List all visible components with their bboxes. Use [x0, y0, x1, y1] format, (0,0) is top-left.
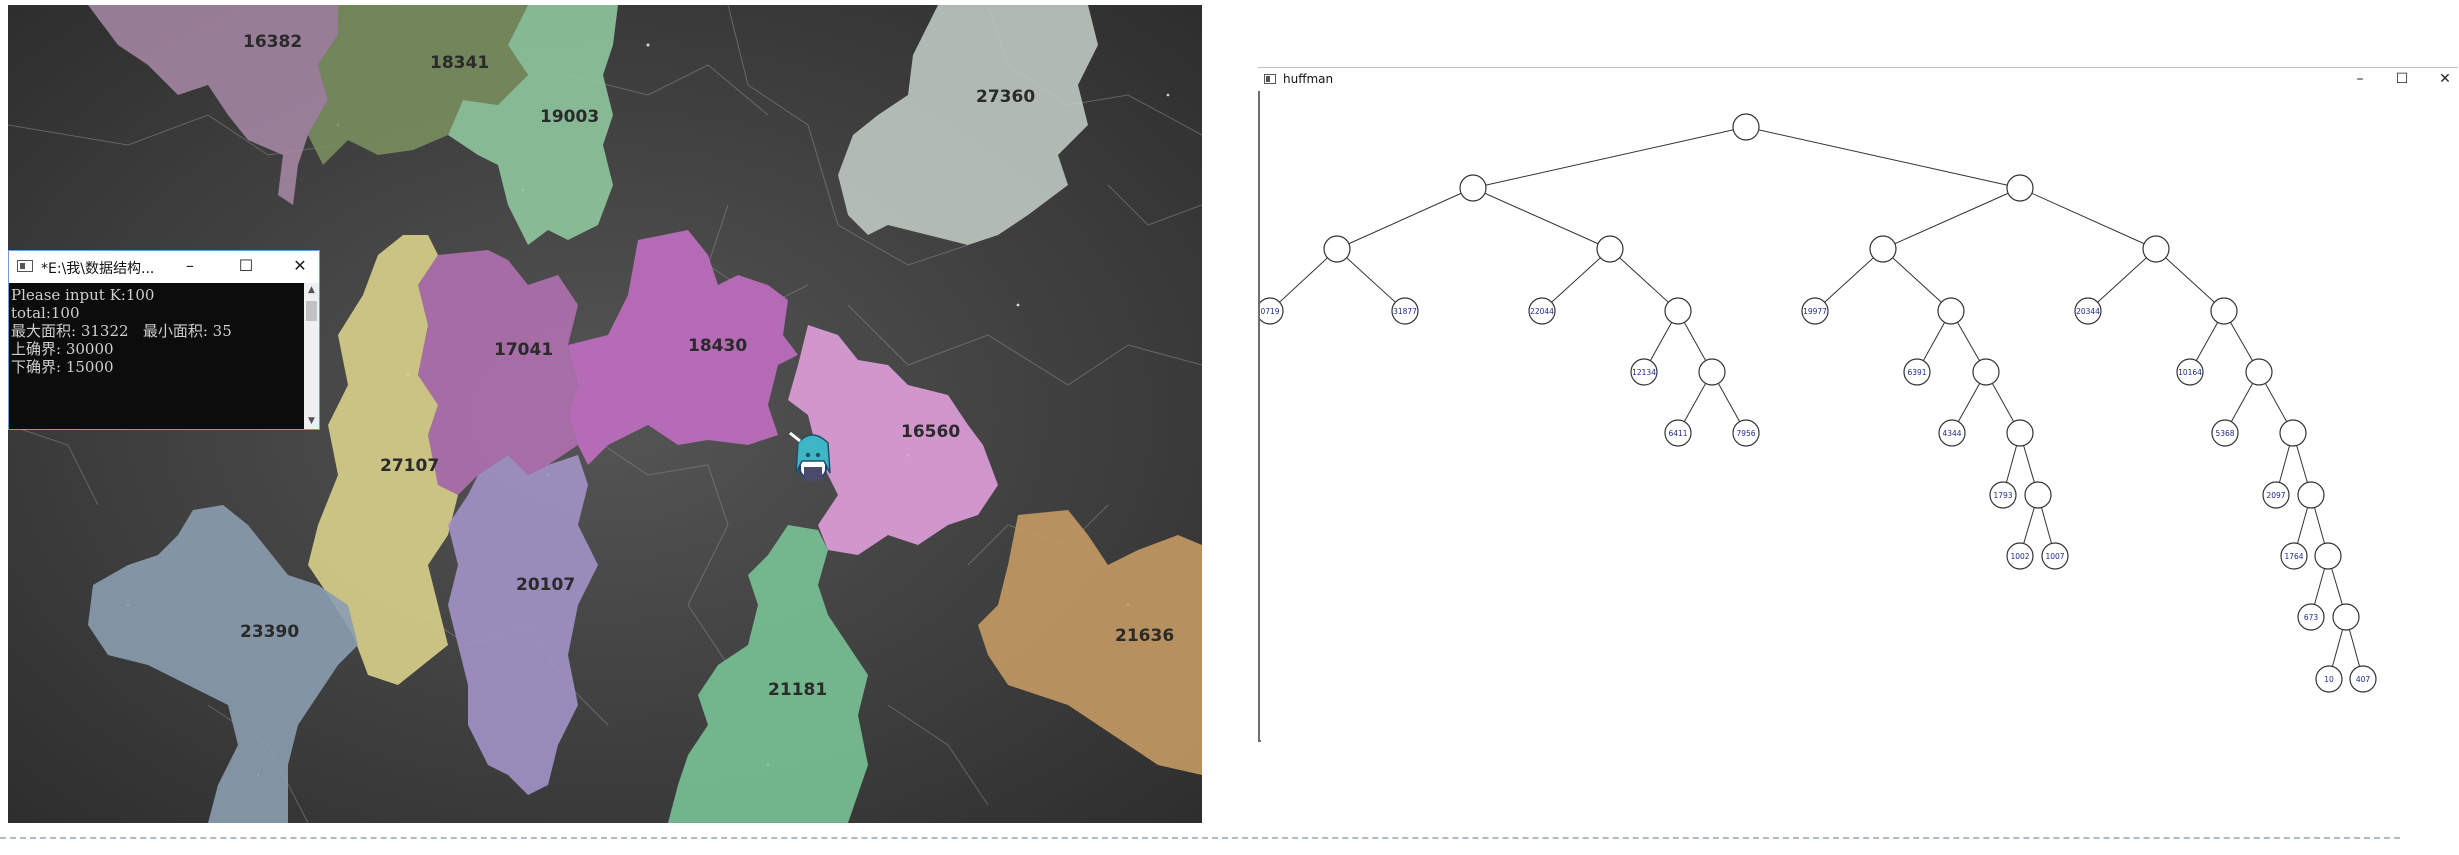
- tree-node: [2297, 481, 2325, 509]
- tree-node: [1323, 235, 1351, 263]
- tree-node: [2314, 542, 2342, 570]
- console-output[interactable]: Please input K:100 total:100 最大面积: 31322…: [9, 283, 305, 429]
- leaf-label: 6391: [1907, 368, 1926, 377]
- leaf-label: 673: [2304, 613, 2319, 622]
- tree-edges: [1269, 126, 2364, 680]
- leaf-label: 1793: [1993, 491, 2012, 500]
- tree-node: [2279, 419, 2307, 447]
- close-button[interactable]: ✕: [2439, 71, 2451, 87]
- region-label-23390: 23390: [240, 622, 299, 642]
- tree-node-root: [1732, 113, 1760, 141]
- region-label-16560: 16560: [901, 422, 960, 442]
- huffman-tree-canvas: 0719 31877 22044 19977 20344 12134 6391 …: [1256, 91, 2458, 742]
- region-label-21636: 21636: [1115, 626, 1174, 646]
- tree-node: [2006, 419, 2034, 447]
- leaf-label: 31877: [1393, 307, 1417, 316]
- minimize-button[interactable]: –: [186, 256, 194, 275]
- huffman-app-icon: [1264, 74, 1276, 84]
- region-21636[interactable]: [978, 510, 1202, 775]
- region-label-19003: 19003: [540, 107, 599, 127]
- console-line: 上确界: 30000: [11, 340, 114, 358]
- leaf-label: 22044: [1530, 307, 1554, 316]
- region-label-27360: 27360: [976, 87, 1035, 107]
- region-label-20107: 20107: [516, 575, 575, 595]
- maximize-button[interactable]: ☐: [238, 256, 254, 275]
- scroll-thumb[interactable]: [306, 301, 317, 321]
- region-map: 16382 18341 19003 27360 17041 18430 1656…: [8, 5, 1202, 823]
- maximize-button[interactable]: ☐: [2395, 71, 2409, 87]
- console-title: *E:\我\数据结构...: [41, 261, 155, 277]
- tree-leaf-nodes: [1256, 297, 2377, 693]
- tree-node: [1698, 358, 1726, 386]
- region-16382[interactable]: [88, 5, 338, 205]
- tree-internal-nodes: [1323, 113, 2360, 631]
- tree-node: [2245, 358, 2273, 386]
- console-app-icon: [17, 260, 33, 272]
- console-window[interactable]: *E:\我\数据结构... – ☐ ✕ Please input K:100 t…: [8, 250, 320, 430]
- scroll-down-arrow-icon[interactable]: ▼: [308, 416, 315, 426]
- tree-node: [1459, 174, 1487, 202]
- leaf-label: 10164: [2178, 368, 2202, 377]
- console-line: 最大面积: 31322 最小面积: 35: [11, 322, 232, 340]
- region-20107[interactable]: [448, 455, 598, 795]
- huffman-window[interactable]: huffman – ☐ ✕: [1256, 67, 2458, 742]
- region-19003[interactable]: [448, 5, 618, 245]
- region-18430[interactable]: [568, 230, 798, 465]
- console-line: 下确界: 15000: [11, 358, 114, 376]
- leaf-label: 5368: [2215, 429, 2234, 438]
- region-21181[interactable]: [668, 525, 868, 823]
- region-label-18430: 18430: [688, 336, 747, 356]
- tree-node: [2142, 235, 2170, 263]
- region-label-21181: 21181: [768, 680, 827, 700]
- character-sprite[interactable]: [789, 431, 831, 481]
- region-16560[interactable]: [788, 325, 998, 555]
- tree-node: [1972, 358, 2000, 386]
- window-edge: [1258, 740, 1261, 742]
- tree-node: [1596, 235, 1624, 263]
- console-line: Please input K:100: [11, 286, 155, 304]
- leaf-label: 407: [2356, 675, 2371, 684]
- map-panel: 16382 18341 19003 27360 17041 18430 1656…: [8, 5, 1202, 823]
- tree-node: [1664, 297, 1692, 325]
- huffman-title: huffman: [1283, 72, 1334, 86]
- tree-node: [1937, 297, 1965, 325]
- leaf-label: 0719: [1260, 307, 1279, 316]
- region-18341[interactable]: [308, 5, 528, 165]
- region-label-18341: 18341: [430, 53, 489, 73]
- region-27107[interactable]: [308, 235, 458, 685]
- tree-node: [2006, 174, 2034, 202]
- dashed-separator: [0, 837, 2400, 839]
- leaf-label: 1764: [2284, 552, 2303, 561]
- close-button[interactable]: ✕: [293, 256, 307, 275]
- leaf-label: 7956: [1736, 429, 1755, 438]
- region-27360[interactable]: [838, 5, 1098, 245]
- console-scrollbar[interactable]: ▲ ▼: [304, 283, 319, 429]
- region-17041[interactable]: [418, 250, 578, 495]
- leaf-label: 20344: [2076, 307, 2100, 316]
- scroll-up-arrow-icon[interactable]: ▲: [308, 285, 315, 295]
- tree-node: [2332, 603, 2360, 631]
- leaf-label: 1002: [2010, 552, 2029, 561]
- leaf-label: 10: [2324, 675, 2334, 684]
- huffman-tree: 0719 31877 22044 19977 20344 12134 6391 …: [1256, 113, 2377, 693]
- region-label-27107: 27107: [380, 456, 439, 476]
- region-label-17041: 17041: [494, 340, 553, 360]
- console-titlebar[interactable]: *E:\我\数据结构... – ☐ ✕: [9, 251, 319, 282]
- minimize-button[interactable]: –: [2356, 71, 2364, 87]
- tree-node: [2024, 481, 2052, 509]
- leaf-label: 4344: [1942, 429, 1961, 438]
- tree-node: [1869, 235, 1897, 263]
- region-23390[interactable]: [88, 505, 358, 823]
- tree-node: [2210, 297, 2238, 325]
- leaf-label: 2097: [2266, 491, 2285, 500]
- huffman-titlebar[interactable]: huffman – ☐ ✕: [1258, 67, 2458, 92]
- leaf-label: 6411: [1668, 429, 1687, 438]
- leaf-label: 1007: [2045, 552, 2064, 561]
- console-line: total:100: [11, 304, 80, 322]
- leaf-label: 19977: [1803, 307, 1827, 316]
- region-label-16382: 16382: [243, 32, 302, 52]
- leaf-label: 12134: [1632, 368, 1656, 377]
